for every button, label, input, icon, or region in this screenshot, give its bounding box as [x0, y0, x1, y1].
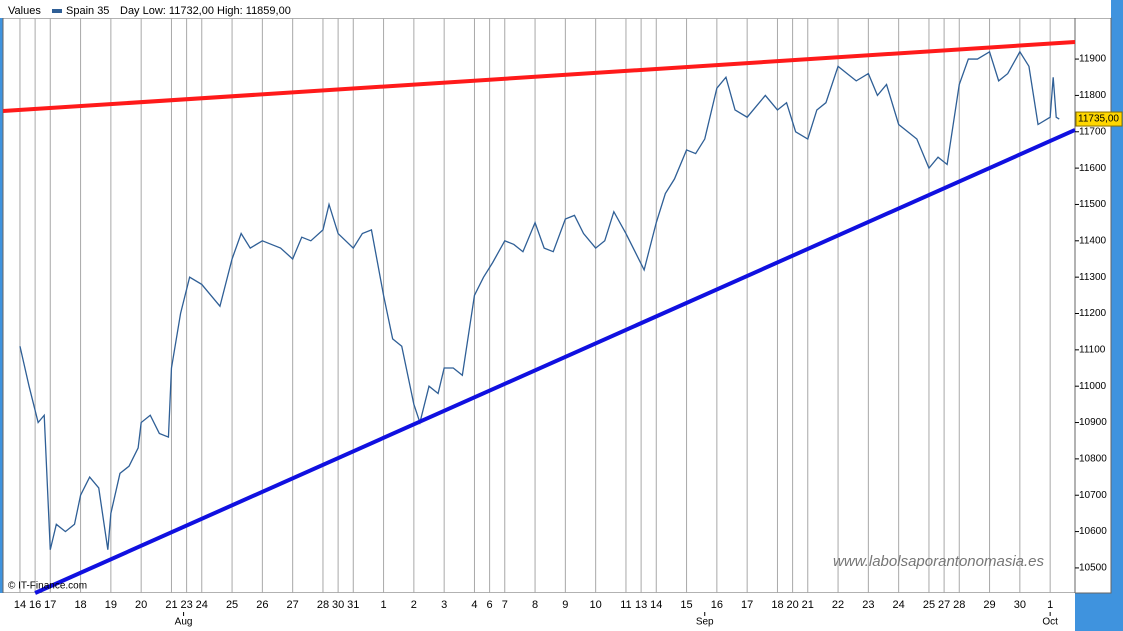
x-tick-label: 26	[256, 599, 268, 611]
x-tick-label: 25	[226, 599, 238, 611]
x-axis-panel	[0, 593, 1075, 631]
y-tick-label: 11500	[1079, 199, 1107, 210]
y-tick-label: 11800	[1079, 90, 1107, 101]
y-tick-label: 10900	[1079, 417, 1107, 428]
y-axis-panel	[1074, 17, 1112, 594]
x-tick-label: 14	[650, 599, 662, 611]
credit: © IT-Finance.com	[8, 581, 87, 592]
x-tick-label: 22	[832, 599, 844, 611]
x-tick-label: 7	[502, 599, 508, 611]
x-tick-label: 15	[680, 599, 692, 611]
y-tick-label: 11900	[1079, 54, 1107, 65]
x-tick-label: 18	[74, 599, 86, 611]
x-tick-label: 16	[29, 599, 41, 611]
x-tick-label: 16	[711, 599, 723, 611]
x-tick-label: 28	[953, 599, 965, 611]
y-tick-label: 10500	[1079, 563, 1107, 574]
x-tick-label: 4	[471, 599, 477, 611]
x-tick-label: 29	[983, 599, 995, 611]
x-tick-label: 17	[741, 599, 753, 611]
x-tick-label: 6	[487, 599, 493, 611]
x-tick-label: 27	[938, 599, 950, 611]
x-tick-label: 23	[180, 599, 192, 611]
legend-label: Spain 35	[66, 5, 109, 17]
legend-title: Values	[8, 5, 41, 17]
x-tick-label: 24	[893, 599, 905, 611]
month-label: Oct	[1042, 617, 1058, 628]
y-tick-label: 11700	[1079, 126, 1107, 137]
x-tick-label: 25	[923, 599, 935, 611]
x-tick-label: 21	[165, 599, 177, 611]
x-tick-label: 23	[862, 599, 874, 611]
x-tick-label: 8	[532, 599, 538, 611]
legend-bar	[0, 0, 1111, 18]
y-tick-label: 11100	[1079, 344, 1106, 355]
trendline	[2, 39, 1076, 114]
month-label: Sep	[696, 617, 714, 628]
y-tick-label: 11300	[1079, 272, 1107, 283]
price-line	[19, 50, 1060, 550]
month-label: Aug	[175, 617, 193, 628]
day-range: Day Low: 11732,00 High: 11859,00	[120, 5, 291, 17]
x-tick-label: 11	[620, 599, 631, 611]
last-value-label: 11735,00	[1078, 114, 1119, 125]
x-tick-label: 13	[635, 599, 647, 611]
x-tick-label: 24	[196, 599, 208, 611]
y-tick-label: 11600	[1079, 163, 1107, 174]
x-tick-label: 10	[590, 599, 602, 611]
legend-swatch	[52, 9, 62, 13]
y-tick-label: 10700	[1079, 490, 1107, 501]
y-tick-label: 11200	[1079, 308, 1107, 319]
watermark: www.labolsaporantonomasia.es	[833, 553, 1044, 570]
x-tick-label: 27	[287, 599, 299, 611]
x-tick-label: 28	[317, 599, 329, 611]
x-tick-label: 18	[771, 599, 783, 611]
y-tick-label: 11000	[1079, 381, 1107, 392]
y-tick-label: 10800	[1079, 454, 1107, 465]
x-tick-label: 1	[1047, 599, 1053, 611]
x-tick-label: 17	[44, 599, 56, 611]
x-tick-label: 1	[381, 599, 387, 611]
plot-area	[2, 17, 1076, 594]
x-tick-label: 20	[135, 599, 147, 611]
x-tick-label: 19	[105, 599, 117, 611]
x-tick-label: 30	[1014, 599, 1026, 611]
marks	[2, 39, 1076, 595]
x-tick-label: 2	[411, 599, 417, 611]
grid	[19, 18, 1051, 593]
y-tick-label: 11400	[1079, 235, 1107, 246]
x-tick-label: 3	[441, 599, 447, 611]
x-tick-label: 30	[332, 599, 344, 611]
y-tick-label: 10600	[1079, 526, 1107, 537]
last-value-box	[1075, 111, 1123, 127]
x-tick-label: 14	[14, 599, 26, 611]
x-tick-label: 31	[347, 599, 359, 611]
x-tick-label: 21	[802, 599, 814, 611]
x-tick-label: 20	[786, 599, 798, 611]
x-tick-label: 9	[562, 599, 568, 611]
trendline	[34, 128, 1076, 595]
